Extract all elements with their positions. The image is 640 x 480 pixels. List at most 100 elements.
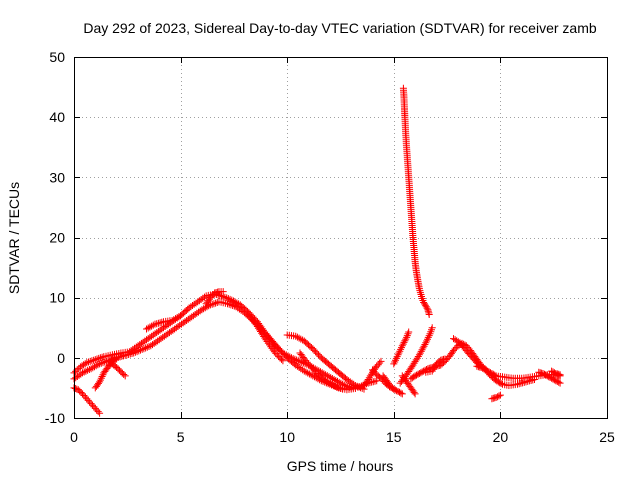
data-point — [224, 300, 231, 308]
data-point — [80, 368, 88, 376]
data-point — [79, 369, 86, 377]
data-point — [140, 345, 148, 353]
data-point — [294, 357, 302, 365]
data-point — [429, 365, 437, 373]
data-point — [373, 377, 381, 385]
data-point — [208, 300, 216, 308]
data-point — [539, 370, 547, 377]
data-point — [358, 384, 366, 392]
data-point — [293, 356, 301, 364]
data-point — [415, 351, 423, 359]
data-point — [278, 348, 285, 356]
x-tick-label: 10 — [279, 429, 295, 445]
y-tick-label: -10 — [45, 410, 65, 426]
y-tick-label: 0 — [57, 350, 65, 366]
y-tick-label: 40 — [49, 109, 65, 125]
data-point — [430, 364, 438, 371]
data-point — [130, 349, 138, 357]
data-point — [441, 355, 449, 363]
data-point — [421, 301, 429, 309]
data-point — [364, 376, 372, 383]
data-point — [556, 379, 564, 387]
data-point — [377, 357, 385, 365]
data-point — [398, 390, 406, 398]
data-point — [424, 333, 432, 341]
data-point — [545, 373, 553, 381]
data-point — [393, 353, 401, 361]
data-point — [149, 321, 157, 329]
data-point — [328, 381, 336, 388]
data-point — [479, 364, 487, 372]
data-point — [428, 324, 436, 332]
data-point — [550, 369, 558, 377]
data-point — [93, 355, 101, 363]
x-tick-label: 25 — [599, 429, 615, 445]
data-point — [219, 288, 227, 296]
plot-frame — [74, 57, 608, 419]
data-point — [477, 364, 485, 371]
data-point — [84, 366, 92, 374]
data-point — [206, 294, 214, 302]
data-point — [85, 366, 93, 373]
data-point — [272, 349, 280, 357]
data-point — [397, 389, 405, 397]
data-point — [388, 384, 396, 392]
y-tick-label: 50 — [49, 49, 65, 65]
grid-lines — [74, 57, 607, 418]
data-point — [79, 390, 86, 398]
chart-title: Day 292 of 2023, Sidereal Day-to-day VTE… — [83, 20, 596, 36]
data-point — [91, 404, 99, 412]
data-point — [224, 295, 232, 303]
data-point — [95, 354, 103, 362]
data-point — [496, 391, 504, 399]
data-point — [120, 371, 128, 378]
data-point — [417, 347, 425, 355]
data-point — [83, 359, 91, 367]
data-point — [177, 312, 185, 320]
data-point — [555, 378, 563, 386]
data-point — [330, 382, 338, 389]
data-point — [98, 353, 106, 361]
data-point — [113, 355, 121, 363]
data-point — [137, 346, 144, 354]
x-tick-label: 20 — [493, 429, 509, 445]
data-point — [143, 343, 151, 351]
data-point — [425, 332, 433, 340]
data-point — [97, 359, 105, 367]
data-point — [279, 349, 287, 357]
data-point — [546, 374, 554, 381]
data-point — [210, 300, 218, 308]
data-point — [390, 385, 398, 393]
data-point — [411, 390, 419, 398]
data-point — [400, 338, 408, 346]
data-point — [201, 293, 208, 301]
data-point — [416, 349, 424, 357]
y-tick-label: 30 — [49, 169, 65, 185]
data-point — [353, 382, 361, 390]
y-axis-label: SDTVAR / TECUs — [6, 182, 22, 294]
data-point — [80, 392, 88, 399]
data-point — [279, 357, 287, 365]
data-point — [492, 394, 500, 401]
data-point — [451, 345, 459, 353]
data-point — [131, 348, 139, 356]
data-point — [401, 337, 409, 345]
data-point — [355, 383, 363, 391]
x-axis-label: GPS time / hours — [287, 458, 394, 474]
data-point — [225, 300, 233, 308]
data-point — [403, 332, 411, 340]
data-point — [556, 371, 564, 379]
data-point — [72, 367, 80, 375]
data-point — [223, 294, 231, 302]
data-point — [84, 396, 92, 404]
data-point — [306, 362, 314, 369]
data-point — [334, 383, 341, 391]
data-point — [391, 358, 399, 366]
data-point — [88, 357, 96, 365]
data-point — [94, 408, 102, 416]
data-point — [423, 304, 431, 312]
data-point — [99, 359, 107, 367]
data-point — [91, 356, 99, 364]
